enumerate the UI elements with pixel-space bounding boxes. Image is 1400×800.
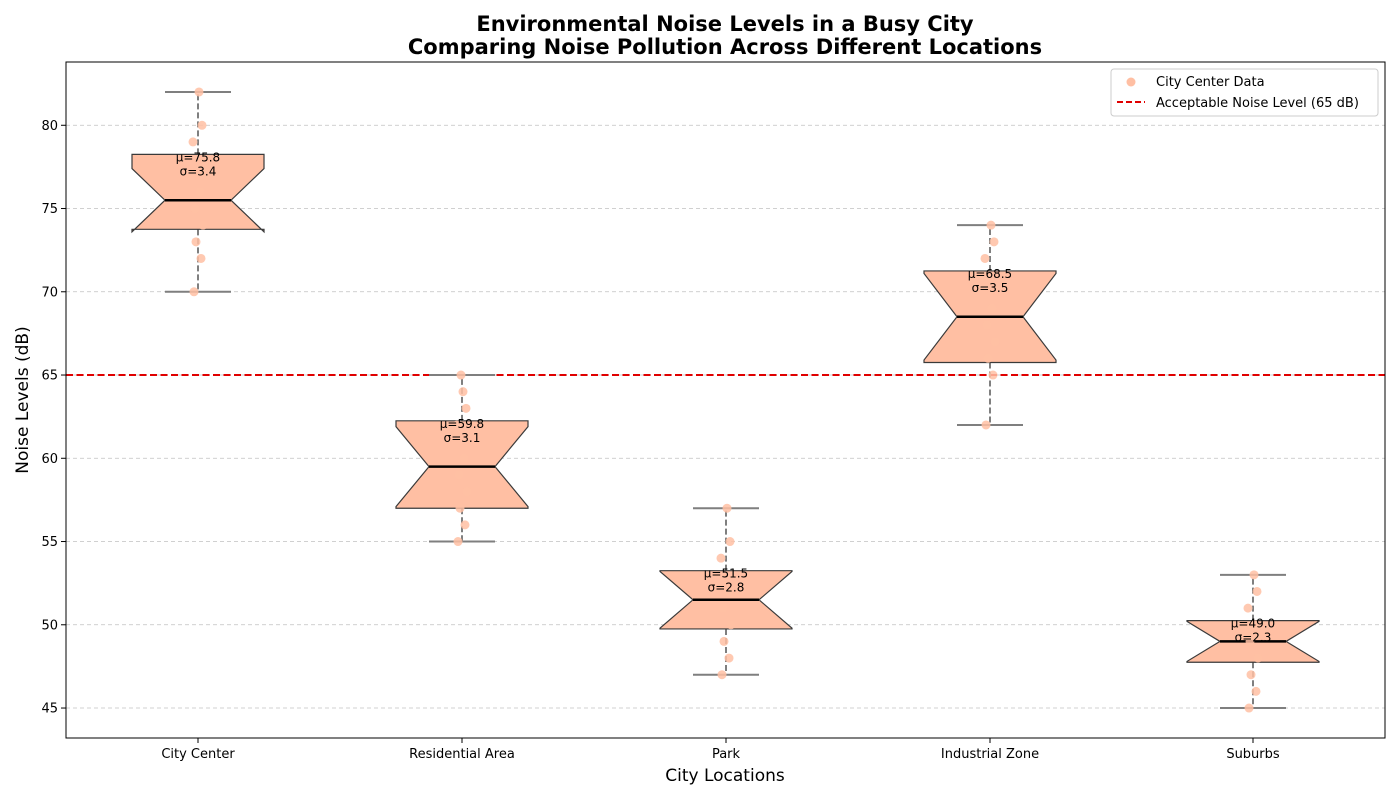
data-point [1249,570,1259,580]
data-point [191,237,201,247]
data-point [453,537,463,547]
legend: City Center Data Acceptable Noise Level … [1110,68,1379,117]
y-tick-label: 60 [41,452,58,467]
data-point [983,353,993,363]
data-point [195,187,205,197]
std-label: σ=3.5 [972,281,1009,295]
data-point [454,470,464,480]
data-point [989,237,999,247]
data-point [722,503,732,513]
data-point [719,636,729,646]
data-point [456,370,466,380]
boxes-group [131,90,1320,710]
data-point [460,520,470,530]
data-point [980,253,990,263]
chart-title: Environmental Noise Levels in a Busy Cit… [476,12,974,36]
data-point [455,503,465,513]
data-point [724,653,734,663]
data-point [1246,670,1256,680]
data-point [725,537,735,547]
mean-label: μ=49.0 [1231,617,1275,631]
data-point [198,220,208,230]
data-point [988,370,998,380]
data-point [452,420,462,430]
data-point [461,403,471,413]
y-tick-label: 70 [41,285,58,300]
std-label: σ=2.8 [708,581,745,595]
y-tick-label: 75 [41,202,58,217]
data-point [716,553,726,563]
box-residential-area [395,420,529,509]
legend-box [1110,68,1379,117]
data-point [197,120,207,130]
std-label: σ=3.4 [180,164,217,178]
y-tick-label: 65 [41,369,58,384]
data-point [717,670,727,680]
data-point [1253,653,1263,663]
y-tick-label: 55 [41,535,58,550]
axes-group: 45 50 55 60 65 70 75 80 City Center Residential A… [41,119,1279,762]
data-point [194,87,204,97]
x-axis-label: City Locations [665,766,785,786]
data-point [986,220,996,230]
mean-label: μ=59.8 [440,417,484,431]
y-tick-label: 80 [41,119,58,134]
std-label: σ=2.3 [1235,631,1272,645]
data-point [1251,686,1261,696]
y-axis-label: Noise Levels (dB) [13,326,33,473]
data-point [718,603,728,613]
chart-subtitle: Comparing Noise Pollution Across Differe… [408,35,1042,59]
data-point [189,287,199,297]
data-point [1250,620,1260,630]
data-point [990,337,1000,347]
data-point [1243,603,1253,613]
data-points-group [188,87,1263,713]
mean-label: μ=51.5 [704,567,748,581]
x-tick-label: Residential Area [409,747,515,762]
legend-entry-city-center: City Center Data [1156,75,1265,90]
data-point [1244,703,1254,713]
data-point [987,303,997,313]
mean-label: μ=68.5 [968,267,1012,281]
data-point [190,204,200,214]
mean-label: μ=75.8 [176,150,220,164]
data-point [1252,586,1262,596]
data-point [982,320,992,330]
x-tick-label: Park [712,747,741,762]
data-point [981,420,991,430]
data-point [459,453,469,463]
stat-labels-group: μ=75.8σ=3.4μ=59.8σ=3.1μ=51.5σ=2.8μ=68.5σ… [176,150,1275,644]
data-point [726,620,736,630]
data-point [188,137,198,147]
legend-entry-reference: Acceptable Noise Level (65 dB) [1156,96,1359,111]
data-point [196,253,206,263]
x-tick-label: City Center [161,747,235,762]
legend-point-marker [1126,77,1136,87]
data-point [458,387,468,397]
y-tick-label: 45 [41,702,58,717]
data-point [462,487,472,497]
std-label: σ=3.1 [444,431,481,445]
x-tick-label: Industrial Zone [941,747,1039,762]
y-tick-label: 50 [41,618,58,633]
x-tick-label: Suburbs [1226,747,1280,762]
data-point [723,586,733,596]
data-point [1245,636,1255,646]
